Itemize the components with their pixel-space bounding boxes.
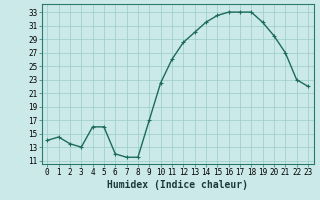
X-axis label: Humidex (Indice chaleur): Humidex (Indice chaleur) (107, 180, 248, 190)
